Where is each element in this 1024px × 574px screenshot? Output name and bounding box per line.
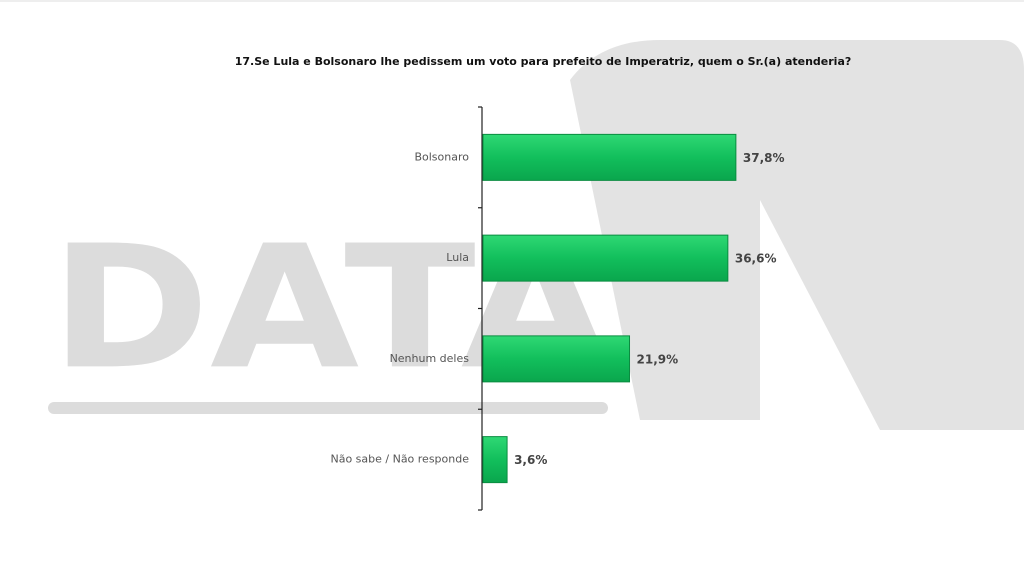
value-label: 37,8% bbox=[743, 151, 785, 165]
chart-title: 17.Se Lula e Bolsonaro lhe pedissem um v… bbox=[235, 55, 852, 68]
category-label: Bolsonaro bbox=[414, 150, 469, 163]
value-label: 21,9% bbox=[637, 352, 679, 366]
category-label: Não sabe / Não responde bbox=[330, 453, 469, 466]
value-label: 3,6% bbox=[514, 453, 547, 467]
value-label: 36,6% bbox=[735, 252, 777, 266]
bar bbox=[482, 335, 631, 383]
category-label: Nenhum deles bbox=[390, 352, 470, 365]
bar bbox=[482, 436, 508, 484]
category-label: Lula bbox=[446, 251, 469, 264]
bar bbox=[482, 133, 737, 181]
bar bbox=[482, 234, 729, 282]
